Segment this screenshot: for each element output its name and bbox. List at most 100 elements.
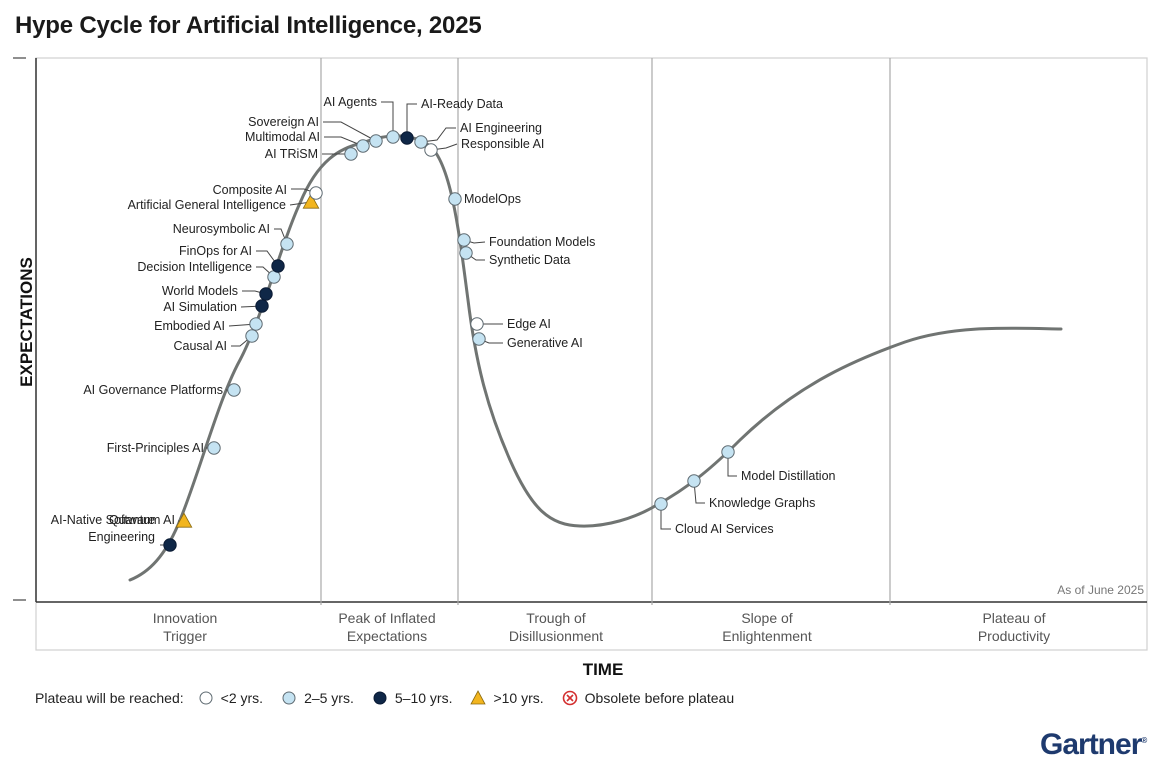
phase-label: Plateau of Productivity <box>978 610 1050 644</box>
technology-marker <box>448 192 462 206</box>
technology-marker <box>249 317 263 331</box>
technology-point: Multimodal AI <box>245 130 370 153</box>
technology-label: Artificial General Intelligence <box>128 198 286 212</box>
y-axis-title: EXPECTATIONS <box>17 257 36 387</box>
technology-label: AI TRiSM <box>265 147 318 161</box>
technology-marker <box>302 193 320 209</box>
technology-label: Causal AI <box>173 339 227 353</box>
technology-point: Decision Intelligence <box>137 260 281 284</box>
technology-point: Generative AI <box>472 332 583 350</box>
technology-point: Artificial General Intelligence <box>128 193 320 212</box>
leader-line <box>324 136 364 147</box>
technology-label: Synthetic Data <box>489 253 570 267</box>
technology-point: AI Simulation <box>163 299 269 314</box>
technology-label: AI Agents <box>323 95 377 109</box>
technology-marker <box>207 441 221 455</box>
technology-label: ModelOps <box>464 192 521 206</box>
technology-marker <box>721 445 735 459</box>
technology-point: Model Distillation <box>721 445 836 483</box>
technology-label: FinOps for AI <box>179 244 252 258</box>
technology-point: Sovereign AI <box>248 115 383 148</box>
chart-title: Hype Cycle for Artificial Intelligence, … <box>15 12 482 39</box>
phase-label: Slope of Enlightenment <box>722 610 812 644</box>
technology-label: Knowledge Graphs <box>709 496 815 510</box>
technology-point: AI-Ready Data <box>400 97 503 145</box>
legend-title: Plateau will be reached: <box>35 690 184 706</box>
technology-marker <box>400 131 414 145</box>
technology-marker <box>245 329 259 343</box>
technology-label: Cloud AI Services <box>675 522 774 536</box>
legend-label: 5–10 yrs. <box>394 690 453 706</box>
technology-label: Quantum AI <box>109 513 175 527</box>
leader-line <box>693 480 705 504</box>
hype-curve <box>128 134 1063 582</box>
technology-marker <box>459 246 473 260</box>
leader-line <box>381 101 394 137</box>
technology-point: FinOps for AI <box>179 244 285 273</box>
technology-marker <box>424 143 438 157</box>
phase-label: Trough of Disillusionment <box>509 610 603 644</box>
technology-marker <box>280 237 294 251</box>
technology-marker <box>654 497 668 511</box>
legend-symbol-icon <box>470 690 487 705</box>
phase-label: Peak of Inflated Expectations <box>338 610 435 644</box>
leader-line <box>406 103 417 138</box>
legend-label: 2–5 yrs. <box>304 690 354 706</box>
technology-marker <box>414 135 428 149</box>
technology-label: Multimodal AI <box>245 130 320 144</box>
technology-marker <box>470 317 484 331</box>
technology-label: Neurosymbolic AI <box>173 222 270 236</box>
technology-label: AI Engineering <box>460 121 542 135</box>
technology-marker <box>255 299 269 313</box>
legend-label: Obsolete before plateau <box>584 690 735 706</box>
technology-label: Decision Intelligence <box>137 260 252 274</box>
legend-item: <2 yrs. <box>198 690 263 706</box>
technology-label: Edge AI <box>507 317 551 331</box>
technology-label: Foundation Models <box>489 235 595 249</box>
technology-point: Embodied AI <box>154 317 263 333</box>
technology-point: Neurosymbolic AI <box>173 222 294 251</box>
technology-marker <box>687 474 701 488</box>
legend-items: <2 yrs. 2–5 yrs. 5–10 yrs. >10 yrs. Obsolete… <box>198 690 752 706</box>
technology-marker <box>356 139 370 153</box>
as-of-note: As of June 2025 <box>1057 583 1144 597</box>
gartner-logo: Gartner® <box>1040 728 1148 761</box>
technology-point: Synthetic Data <box>459 246 570 267</box>
technology-label: Model Distillation <box>741 469 836 483</box>
technology-point: AI-Native Software Engineering <box>51 513 177 552</box>
x-axis-title: TIME <box>583 660 624 679</box>
technology-point: World Models <box>162 284 273 301</box>
technology-point: AI Engineering <box>414 121 542 149</box>
leader-line <box>727 452 737 477</box>
technology-point: First-Principles AI <box>107 441 221 455</box>
technology-point: Edge AI <box>470 317 551 331</box>
technology-point: Causal AI <box>173 329 259 353</box>
technology-point: AI Governance Platforms <box>83 383 241 397</box>
technology-label: World Models <box>162 284 238 298</box>
chart-frame: Innovation Trigger Peak of Inflated Expecta… <box>13 57 1148 679</box>
legend-label: <2 yrs. <box>220 690 264 706</box>
obsolete-icon <box>562 690 577 706</box>
technology-point: Foundation Models <box>457 233 595 249</box>
phase-label: Innovation Trigger <box>153 610 218 644</box>
technology-marker <box>227 383 241 397</box>
technology-marker <box>259 287 273 301</box>
technology-label: AI Governance Platforms <box>83 383 223 397</box>
legend-symbol-icon <box>199 691 213 705</box>
technology-label: Embodied AI <box>154 319 225 333</box>
legend-label: >10 yrs. <box>493 690 544 706</box>
technology-label: AI Simulation <box>163 300 237 314</box>
technology-label: Sovereign AI <box>248 115 319 129</box>
technology-marker <box>309 186 323 200</box>
technology-label: AI-Ready Data <box>421 97 503 111</box>
technology-label: First-Principles AI <box>107 441 204 455</box>
technology-marker <box>472 332 486 346</box>
technology-marker <box>271 259 285 273</box>
technology-marker <box>344 147 358 161</box>
legend-item: >10 yrs. <box>470 690 544 706</box>
legend-item: Obsolete before plateau <box>562 690 734 706</box>
legend: Plateau will be reached: <2 yrs. 2–5 yrs.… <box>35 690 752 706</box>
technology-point: Responsible AI <box>424 137 544 157</box>
